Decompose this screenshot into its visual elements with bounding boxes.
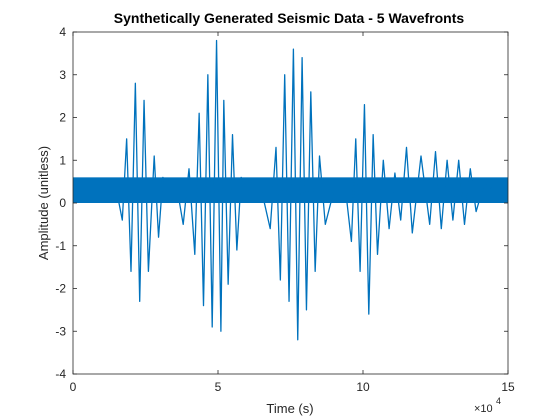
y-tick-label: 0 — [59, 196, 66, 210]
chart-title: Synthetically Generated Seismic Data - 5… — [114, 10, 465, 26]
x-tick-label: 10 — [356, 380, 370, 394]
x-axis-multiplier-exponent: 4 — [496, 396, 501, 406]
y-tick-label: -1 — [55, 239, 66, 253]
y-tick-label: -3 — [55, 324, 66, 338]
x-axis-ticks: 0 5 10 15 — [70, 32, 515, 394]
plot-area — [72, 31, 509, 375]
y-tick-label: -4 — [55, 367, 66, 381]
x-tick-label: 0 — [70, 380, 77, 394]
y-axis-ticks: -4 -3 -2 -1 0 1 2 3 4 — [55, 25, 508, 381]
y-axis-label: Amplitude (unitless) — [36, 146, 51, 260]
x-axis-label: Time (s) — [266, 401, 313, 416]
y-tick-label: 3 — [59, 68, 66, 82]
y-tick-label: 2 — [59, 111, 66, 125]
series-line-0 — [73, 39, 508, 341]
y-tick-label: 4 — [59, 25, 66, 39]
x-axis-multiplier: ×10 4 — [474, 396, 501, 415]
y-tick-label: 1 — [59, 153, 66, 167]
x-tick-label: 15 — [501, 380, 515, 394]
data-layer — [73, 39, 508, 341]
x-tick-label: 5 — [215, 380, 222, 394]
x-axis-multiplier-base: ×10 — [474, 403, 493, 415]
y-tick-label: -2 — [55, 282, 66, 296]
